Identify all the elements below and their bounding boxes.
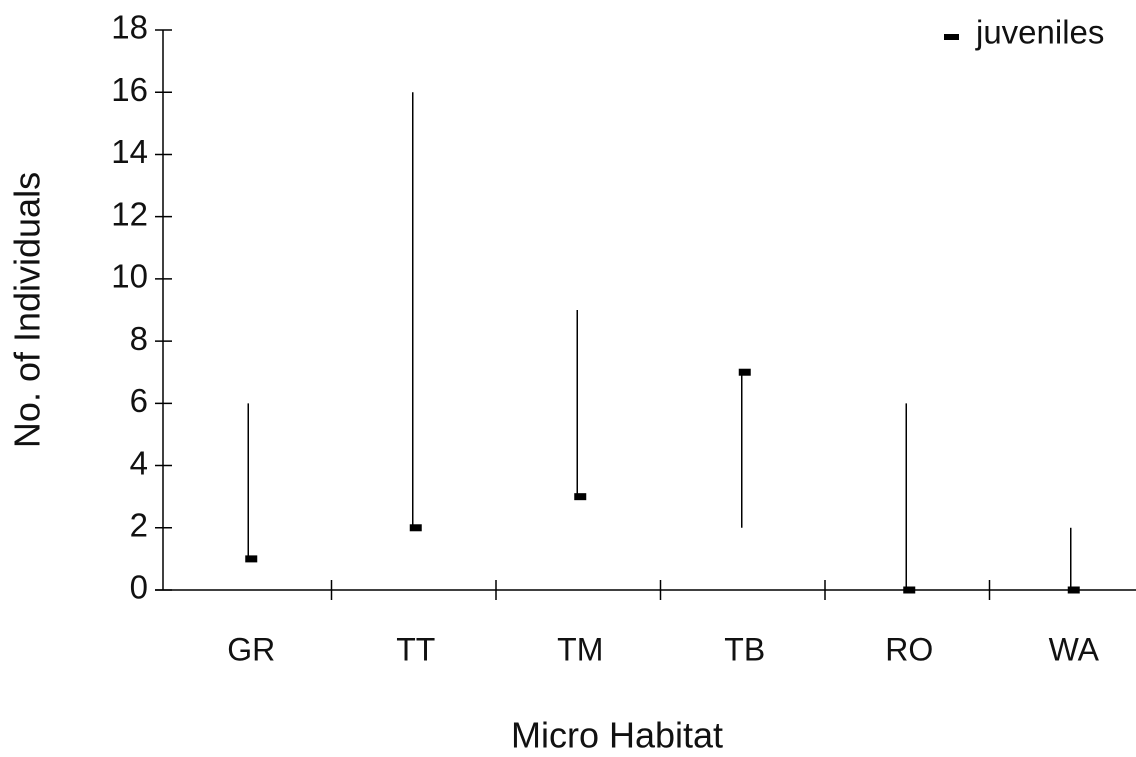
juvenile-marker (574, 493, 587, 501)
y-tick-label: 2 (130, 506, 148, 543)
juvenile-marker (1067, 586, 1080, 594)
x-tick-label: TT (396, 631, 435, 667)
x-tick-label: WA (1049, 631, 1100, 667)
y-tick-label: 16 (111, 71, 148, 108)
y-tick-label: 0 (130, 569, 148, 606)
legend-marker (944, 34, 959, 40)
juvenile-marker (409, 524, 422, 532)
juvenile-marker (903, 586, 916, 594)
x-tick-label: RO (885, 631, 933, 667)
legend-label: juveniles (975, 14, 1104, 51)
x-axis-title: Micro Habitat (511, 715, 723, 756)
y-tick-label: 8 (130, 320, 148, 357)
x-tick-label: TM (557, 631, 603, 667)
y-axis-title: No. of Individuals (7, 172, 48, 448)
x-tick-label: TB (724, 631, 765, 667)
y-tick-label: 4 (130, 444, 148, 481)
y-tick-label: 12 (111, 195, 148, 232)
juvenile-marker (738, 368, 751, 376)
y-tick-label: 6 (130, 382, 148, 419)
x-tick-label: GR (227, 631, 275, 667)
y-tick-label: 14 (111, 133, 148, 170)
y-tick-label: 18 (111, 9, 148, 46)
y-tick-label: 10 (111, 258, 148, 295)
juvenile-marker (245, 555, 258, 563)
